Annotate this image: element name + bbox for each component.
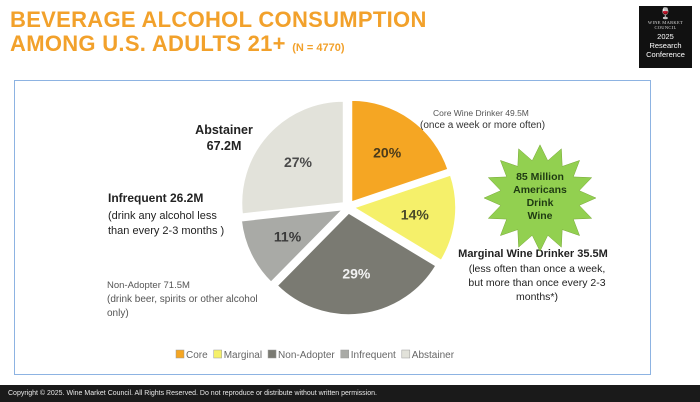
pie-slice-marginal	[352, 173, 457, 262]
title-line-2: AMONG U.S. ADULTS 21+ (N = 4770)	[10, 32, 427, 60]
conference-logo: 🍷 WINE MARKET COUNCIL 2025 Research Conf…	[639, 6, 692, 68]
abstainer-value: 67.2M	[207, 139, 242, 153]
logo-event-line-2: Conference	[646, 50, 685, 59]
starburst-line-1: 85 Million	[516, 171, 564, 183]
legend-label-core: Core	[186, 350, 208, 361]
nonadopter-description-2: only)	[107, 308, 129, 319]
starburst-line-3: Drink	[527, 197, 554, 209]
starburst-shape	[483, 144, 597, 252]
sample-size: (N = 4770)	[292, 42, 345, 54]
pie-slice-non-adopter	[276, 212, 438, 316]
infrequent-description-2: than every 2-3 months )	[108, 225, 224, 237]
pie-slice-core	[350, 99, 450, 204]
starburst-line-2: Americans	[513, 184, 567, 196]
nonadopter-description-1: (drink beer, spirits or other alcohol	[107, 294, 258, 305]
abstainer-label: Abstainer	[195, 123, 253, 137]
slice-label-core: 20%	[373, 144, 402, 160]
slice-label-non-adopter: 29%	[342, 266, 371, 282]
logo-event-line-1: Research	[649, 41, 682, 50]
logo-year: 2025	[657, 32, 674, 41]
marginal-description-2: but more than once every 2-3	[468, 277, 605, 289]
pie-slice-labels: 20% 14% 29% 11% 27%	[274, 144, 429, 281]
legend-swatch-core	[175, 349, 185, 359]
slice-label-marginal: 14%	[401, 206, 430, 222]
title-line-2-text: AMONG U.S. ADULTS 21+	[10, 31, 286, 56]
legend-label-marginal: Marginal	[224, 350, 262, 361]
marginal-label: Marginal Wine Drinker 35.5M	[458, 248, 608, 260]
legend-label-abstainer: Abstainer	[412, 350, 455, 361]
callouts: Abstainer 67.2M Core Wine Drinker 49.5M …	[107, 108, 608, 319]
title-line-1: BEVERAGE ALCOHOL CONSUMPTION	[10, 7, 427, 32]
core-label: Core Wine Drinker 49.5M	[433, 108, 529, 118]
starburst-badge: 85 Million Americans Drink Wine	[483, 144, 597, 252]
logo-brand: WINE MARKET COUNCIL	[647, 20, 684, 30]
core-description: (once a week or more often)	[420, 120, 545, 131]
copyright-footer: Copyright © 2025. Wine Market Council. A…	[0, 385, 700, 402]
page-title: BEVERAGE ALCOHOL CONSUMPTION AMONG U.S. …	[10, 8, 427, 60]
legend-swatch-non-adopter	[267, 349, 277, 359]
pie-slices	[240, 99, 457, 316]
infrequent-description-1: (drink any alcohol less	[108, 210, 217, 222]
legend-label-infrequent: Infrequent	[351, 350, 396, 361]
pie-slice-abstainer	[240, 100, 345, 215]
legend-swatch-infrequent	[340, 349, 349, 359]
legend-swatch-marginal	[213, 349, 222, 359]
slice-label-abstainer: 27%	[284, 154, 313, 170]
pie-slice-infrequent	[240, 208, 345, 284]
copyright-text: Copyright © 2025. Wine Market Council. A…	[8, 390, 377, 397]
legend-swatch-abstainer	[401, 349, 411, 359]
wine-glass-icon: 🍷	[658, 8, 673, 20]
legend-label-non-adopter: Non-Adopter	[278, 350, 335, 361]
marginal-description-3: months*)	[516, 291, 558, 303]
chart-legend: Core Marginal Non-Adopter Infrequent Abstain…	[175, 349, 455, 361]
slice-label-infrequent: 11%	[274, 228, 302, 244]
nonadopter-label: Non-Adopter 71.5M	[107, 280, 190, 291]
starburst-line-4: Wine	[528, 210, 553, 222]
marginal-description-1: (less often than once a week,	[469, 263, 606, 275]
infrequent-label: Infrequent 26.2M	[108, 191, 203, 205]
